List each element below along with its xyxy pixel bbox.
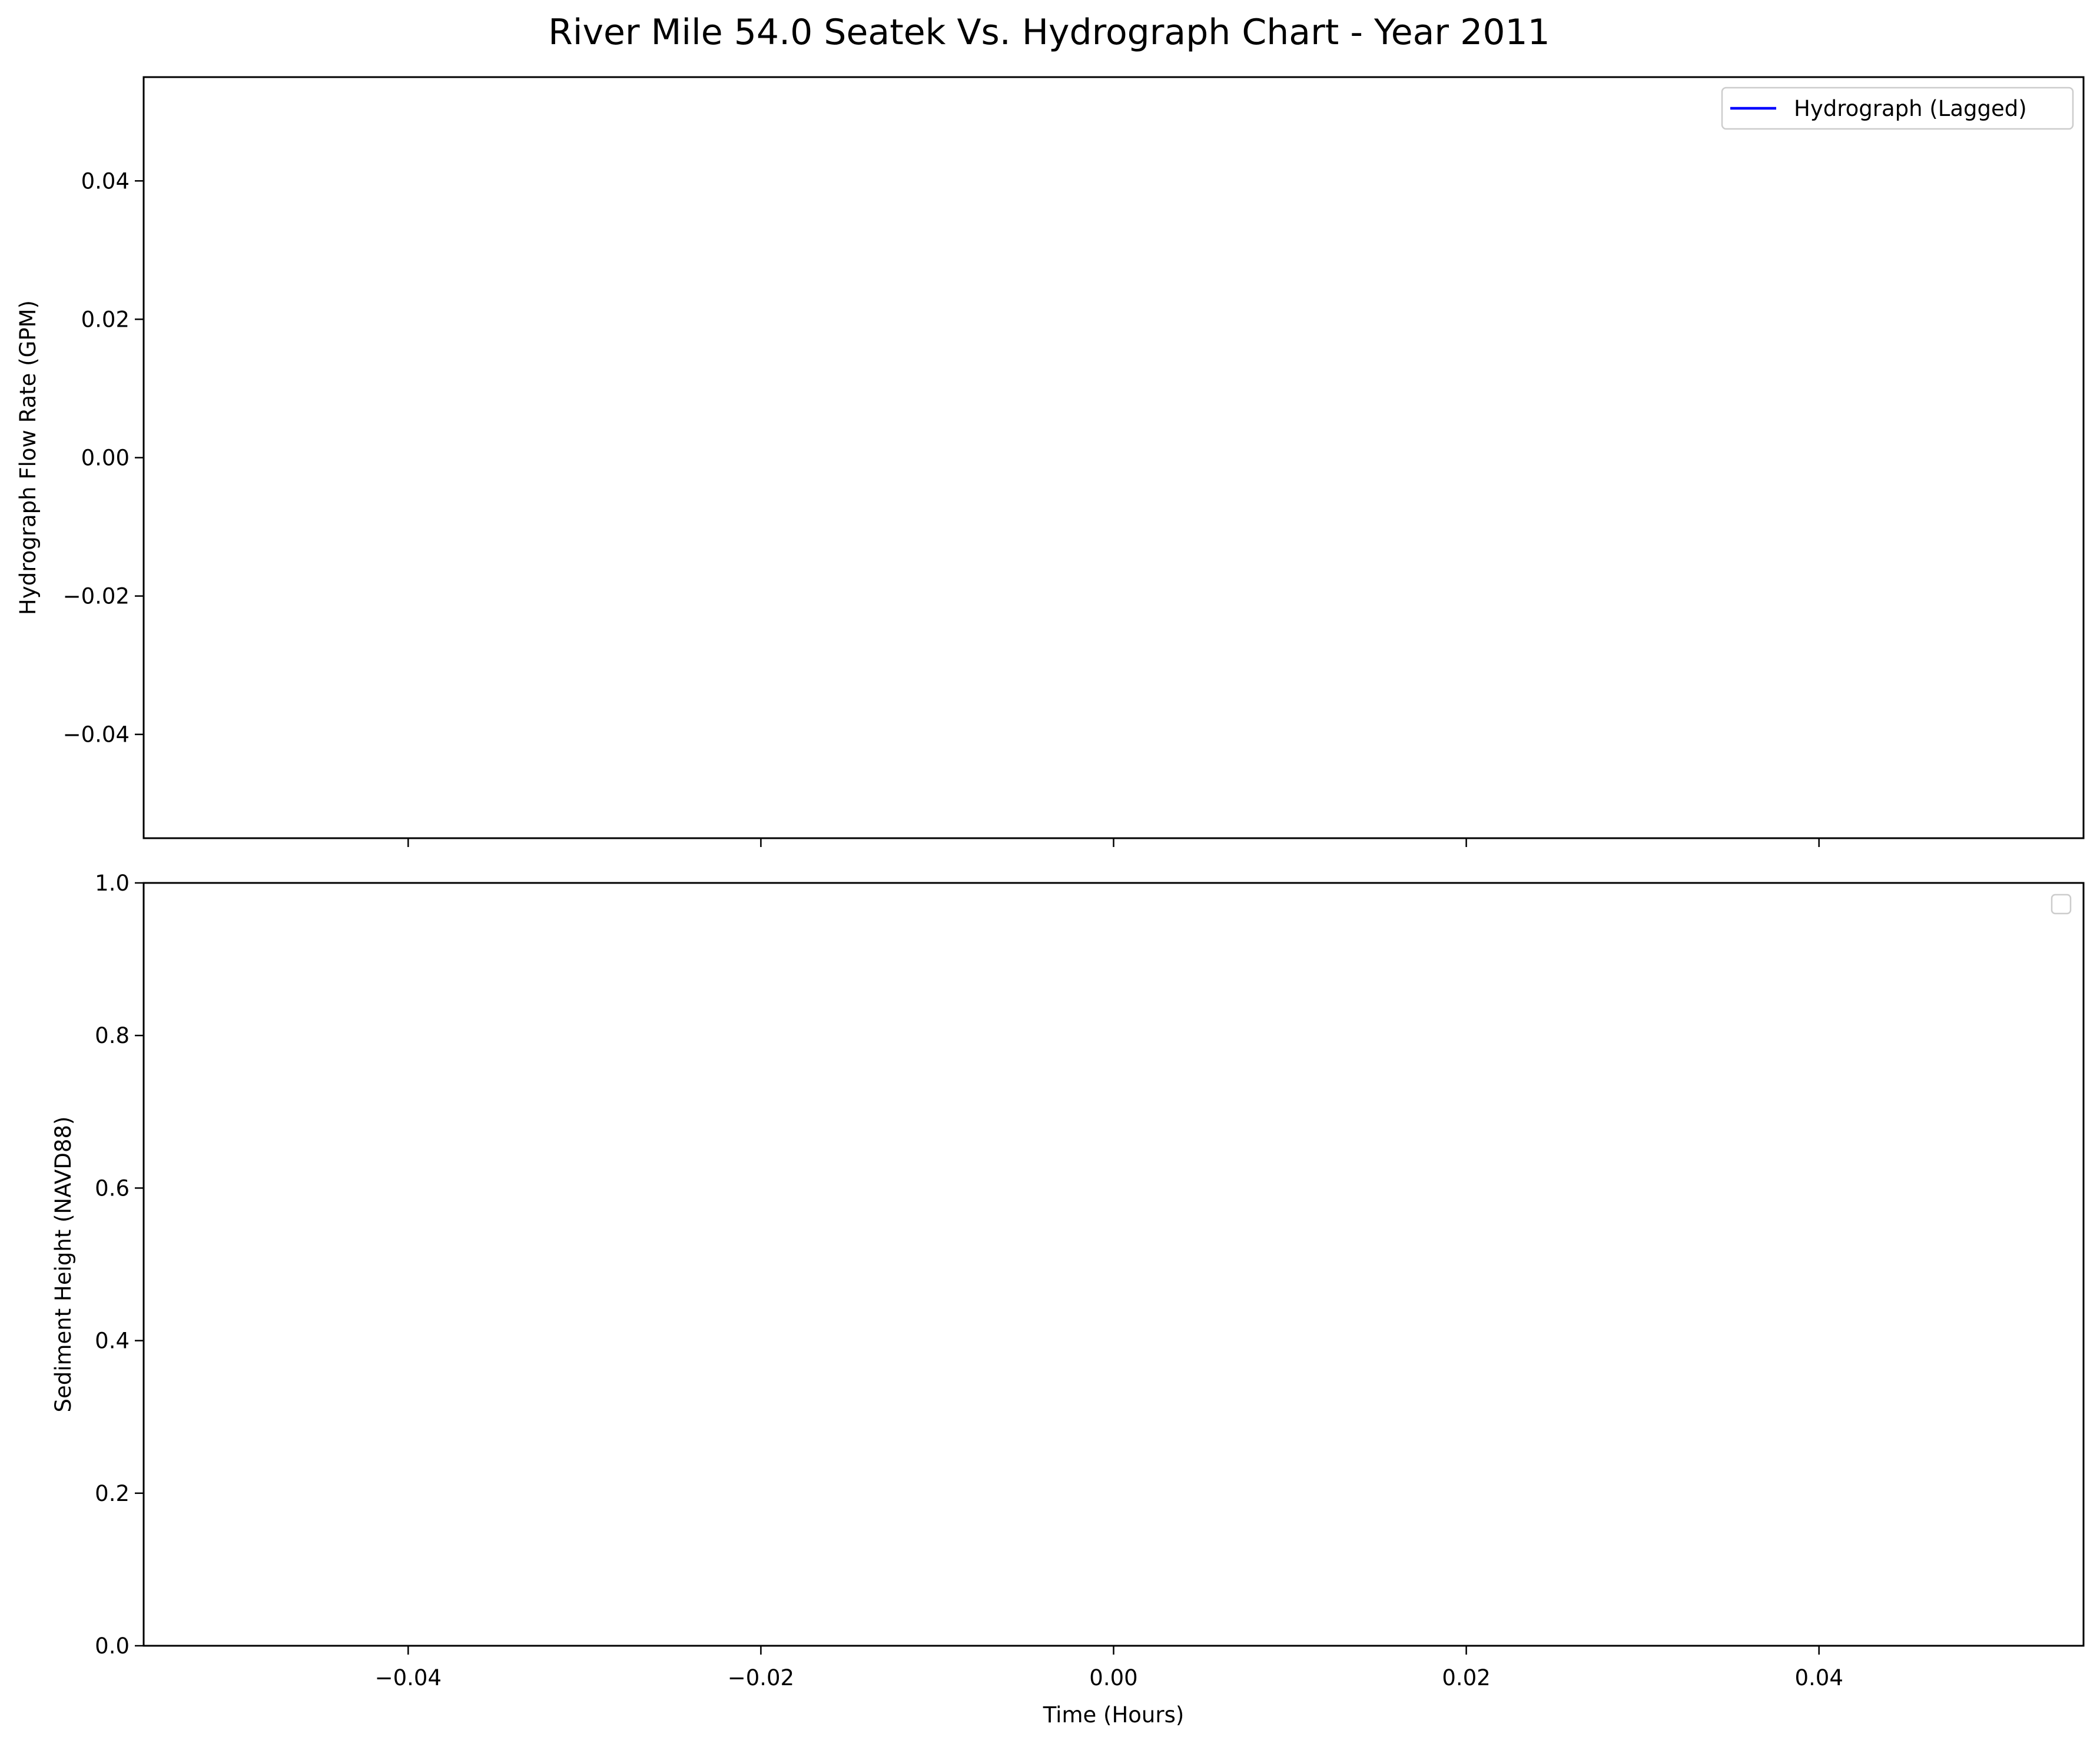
y-tick-label: 1.0 xyxy=(95,871,130,896)
y-axis-label: Sediment Height (NAVD88) xyxy=(51,1117,76,1413)
figure-title: River Mile 54.0 Seatek Vs. Hydrograph Ch… xyxy=(548,12,1550,53)
y-tick-label: −0.04 xyxy=(63,722,130,748)
y-tick-label: 0.0 xyxy=(95,1633,130,1659)
y-tick-label: 0.4 xyxy=(95,1329,130,1354)
y-tick-label: 0.00 xyxy=(81,446,130,471)
x-tick-label: 0.00 xyxy=(1089,1665,1137,1690)
legend-box-empty xyxy=(2051,894,2072,915)
x-tick-label: 0.04 xyxy=(1794,1665,1843,1690)
x-tick-label: −0.02 xyxy=(728,1665,794,1690)
legend: Hydrograph (Lagged) xyxy=(1721,87,2074,130)
panel-top: −0.04 −0.02 0.00 0.02 0.04 Hydrograph Flow Ra… xyxy=(15,76,2085,847)
y-tick-label: 0.04 xyxy=(81,168,130,194)
legend-box xyxy=(1721,87,2074,130)
y-axis-label: Hydrograph Flow Rate (GPM) xyxy=(15,300,41,615)
axes-layer: −0.04 −0.02 0.00 0.02 0.04 Hydrograph Flow Ra… xyxy=(15,76,2085,1728)
y-tick-label: 0.8 xyxy=(95,1023,130,1048)
y-tick-label: 0.02 xyxy=(81,307,130,332)
x-axis-label: Time (Hours) xyxy=(1043,1702,1185,1728)
y-tick-label: 0.2 xyxy=(95,1481,130,1506)
legend-entry-label: Hydrograph (Lagged) xyxy=(1794,96,2027,121)
x-tick-label: −0.04 xyxy=(375,1665,442,1690)
panel-bottom: 0.0 0.2 0.4 0.6 0.8 1.0 −0.04 −0.02 0.00 0.02 0.04… xyxy=(51,871,2085,1728)
y-tick-label: 0.6 xyxy=(95,1175,130,1201)
y-tick-label: −0.02 xyxy=(63,584,130,609)
x-tick-label: 0.02 xyxy=(1442,1665,1490,1690)
